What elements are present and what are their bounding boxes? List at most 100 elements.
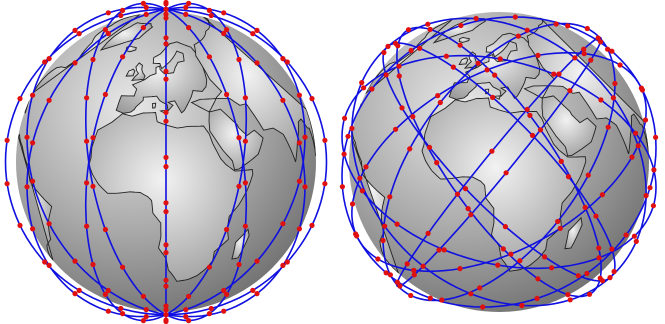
satellite-dot bbox=[163, 277, 169, 283]
satellite-dot bbox=[296, 226, 302, 232]
satellite-dot bbox=[221, 287, 227, 294]
landmass-ireland bbox=[458, 57, 469, 65]
landmass-arabia bbox=[208, 108, 264, 171]
satellite-dot bbox=[163, 41, 169, 47]
satellite-dot bbox=[42, 259, 48, 265]
polar-constellation-panel bbox=[0, 0, 332, 324]
satellite-dot bbox=[206, 54, 212, 60]
satellite-dot bbox=[359, 188, 365, 194]
satellite-dot bbox=[427, 295, 433, 301]
satellite-dot bbox=[408, 47, 414, 54]
satellite-dot bbox=[535, 52, 541, 59]
satellite-dot bbox=[425, 21, 431, 27]
satellite-dot bbox=[143, 4, 149, 10]
satellite-dot bbox=[524, 106, 530, 112]
satellite-dot bbox=[567, 88, 573, 94]
satellite-dot bbox=[598, 39, 604, 45]
satellite-dot bbox=[236, 56, 242, 63]
satellite-dot bbox=[280, 221, 286, 227]
satellite-dot bbox=[584, 270, 590, 277]
satellite-dot bbox=[163, 35, 169, 41]
satellite-dot bbox=[596, 245, 602, 251]
satellite-dot bbox=[236, 183, 242, 189]
satellite-dot bbox=[593, 213, 599, 219]
satellite-dot bbox=[296, 140, 302, 146]
satellite-dot bbox=[405, 27, 412, 33]
satellite-dot bbox=[565, 292, 571, 298]
satellite-dot bbox=[392, 40, 399, 46]
satellite-dot bbox=[605, 46, 611, 52]
satellite-dot bbox=[163, 303, 169, 309]
satellite-dot bbox=[585, 172, 591, 178]
satellite-dot bbox=[393, 126, 399, 132]
satellites bbox=[339, 14, 659, 310]
satellite-dot bbox=[163, 200, 169, 206]
satellite-dot bbox=[163, 6, 169, 12]
satellite-dot bbox=[612, 80, 618, 87]
satellite-dot bbox=[426, 144, 433, 150]
satellite-dot bbox=[302, 184, 308, 190]
satellite-dot bbox=[512, 14, 518, 20]
satellite-dot bbox=[458, 22, 464, 29]
satellite-dot bbox=[515, 33, 521, 39]
satellite-dot bbox=[163, 76, 169, 82]
satellite-dot bbox=[163, 209, 169, 215]
satellite-dot bbox=[633, 130, 639, 136]
satellite-dot bbox=[102, 226, 108, 233]
landmass-southam bbox=[17, 133, 54, 261]
satellite-dot bbox=[489, 148, 495, 154]
satellite-dot bbox=[29, 178, 36, 184]
satellite-dot bbox=[341, 151, 347, 157]
satellite-dot bbox=[502, 224, 508, 230]
landmass-iceland bbox=[458, 37, 470, 43]
satellite-dot bbox=[186, 293, 192, 299]
satellite-dot bbox=[143, 314, 149, 320]
satellite-dot bbox=[84, 95, 90, 101]
satellite-dot bbox=[76, 30, 82, 37]
satellite-dot bbox=[635, 143, 641, 149]
satellite-dot bbox=[163, 0, 169, 6]
satellite-dot bbox=[309, 222, 315, 228]
satellite-dot bbox=[72, 60, 78, 66]
satellite-dot bbox=[475, 60, 481, 66]
satellite-dot bbox=[407, 146, 413, 152]
satellite-dot bbox=[322, 181, 328, 187]
satellite-dot bbox=[140, 293, 146, 299]
satellite-dot bbox=[582, 204, 588, 210]
satellite-dot bbox=[250, 287, 256, 293]
satellite-dot bbox=[221, 308, 227, 314]
satellite-dot bbox=[186, 25, 192, 31]
satellite-dot bbox=[437, 99, 443, 106]
satellite-dot bbox=[24, 134, 30, 140]
satellite-dot bbox=[102, 91, 108, 98]
satellite-dot bbox=[643, 193, 649, 199]
satellite-dot bbox=[553, 21, 559, 27]
satellite-dot bbox=[581, 51, 587, 57]
satellite-dot bbox=[280, 56, 286, 62]
satellites bbox=[4, 0, 328, 324]
satellite-dot bbox=[280, 262, 286, 268]
satellite-dot bbox=[399, 105, 405, 111]
satellite-dot bbox=[375, 256, 381, 262]
satellite-dot bbox=[224, 91, 230, 98]
satellite-dot bbox=[572, 55, 578, 61]
satellite-dot bbox=[163, 154, 169, 160]
satellite-dot bbox=[280, 97, 286, 103]
satellite-dot bbox=[46, 56, 52, 62]
satellite-dot bbox=[322, 137, 328, 143]
satellite-dot bbox=[254, 27, 260, 33]
satellite-dot bbox=[359, 80, 365, 86]
satellite-dot bbox=[105, 287, 111, 294]
satellite-dot bbox=[605, 124, 611, 130]
satellite-dot bbox=[342, 115, 348, 121]
satellite-dot bbox=[29, 140, 36, 146]
satellite-dot bbox=[42, 59, 48, 65]
satellite-dot bbox=[542, 254, 548, 260]
landmass-cuba bbox=[24, 100, 30, 114]
satellite-dot bbox=[46, 221, 52, 227]
satellite-dot bbox=[102, 27, 108, 33]
satellite-dot bbox=[450, 64, 456, 70]
satellite-dot bbox=[363, 164, 369, 170]
satellite-dot bbox=[183, 11, 189, 17]
satellite-dot bbox=[105, 10, 111, 16]
